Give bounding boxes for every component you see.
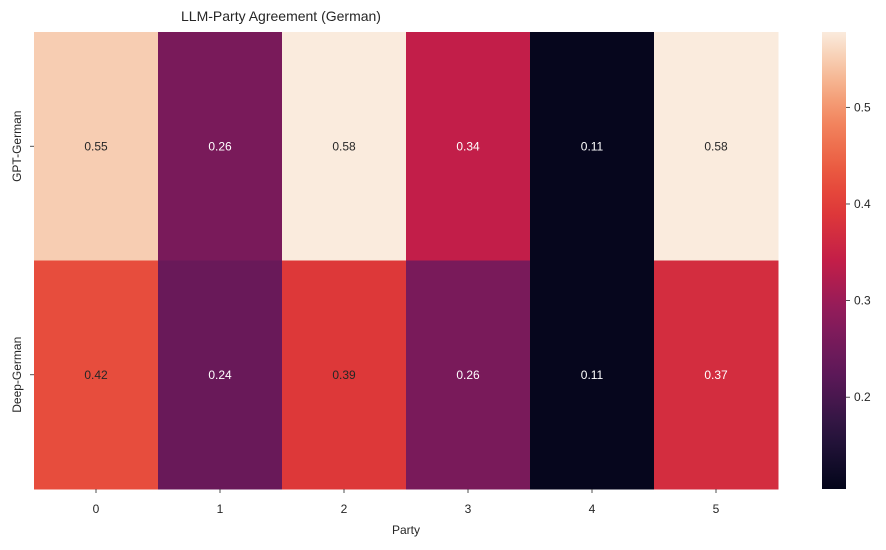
heatmap-cell (406, 32, 531, 261)
heatmap-cell (654, 32, 779, 261)
heatmap-cell (406, 260, 531, 490)
colorbar: 0.2 0.3 0.4 0.5 (822, 32, 871, 489)
cell-annotation: 0.39 (332, 368, 356, 382)
heatmap-cells (34, 32, 779, 490)
heatmap-cell (530, 32, 655, 261)
x-tick-label: 3 (465, 502, 472, 516)
cell-annotation: 0.11 (581, 368, 604, 382)
x-axis-label: Party (392, 523, 420, 537)
cell-annotation: 0.34 (456, 139, 480, 153)
cell-annotation: 0.26 (208, 139, 232, 153)
heatmap-cell (282, 32, 407, 261)
x-axis-ticks: 0 1 2 3 4 5 (93, 489, 720, 516)
heatmap-cell (158, 32, 283, 261)
chart-title: LLM-Party Agreement (German) (181, 8, 381, 24)
cell-annotation: 0.55 (84, 139, 108, 153)
heatmap-cell (158, 260, 283, 490)
heatmap-cell (34, 32, 159, 261)
colorbar-tick-label: 0.2 (854, 390, 871, 404)
heatmap-cell (530, 260, 655, 490)
cell-annotation: 0.58 (332, 139, 356, 153)
x-tick-label: 2 (341, 502, 348, 516)
x-tick-label: 1 (217, 502, 224, 516)
y-tick-label: GPT-German (10, 111, 24, 182)
y-tick-label: Deep-German (10, 337, 24, 413)
heatmap-cell (654, 260, 779, 490)
cell-annotation: 0.37 (704, 368, 728, 382)
x-tick-label: 0 (93, 502, 100, 516)
cell-annotations: 0.55 0.26 0.58 0.34 0.11 0.58 0.42 0.24 0.39 0.26… (84, 139, 728, 382)
x-tick-label: 5 (713, 502, 720, 516)
cell-annotation: 0.24 (208, 368, 232, 382)
x-tick-label: 4 (589, 502, 596, 516)
y-axis-ticks: GPT-German Deep-German (10, 111, 34, 413)
colorbar-tick-label: 0.5 (854, 100, 871, 114)
cell-annotation: 0.26 (456, 368, 480, 382)
heatmap-cell (34, 260, 159, 490)
cell-annotation: 0.58 (704, 139, 728, 153)
colorbar-tick-label: 0.4 (854, 197, 871, 211)
cell-annotation: 0.11 (581, 139, 604, 153)
colorbar-gradient (822, 32, 846, 489)
colorbar-tick-label: 0.3 (854, 294, 871, 308)
cell-annotation: 0.42 (84, 368, 108, 382)
heatmap-cell (282, 260, 407, 490)
